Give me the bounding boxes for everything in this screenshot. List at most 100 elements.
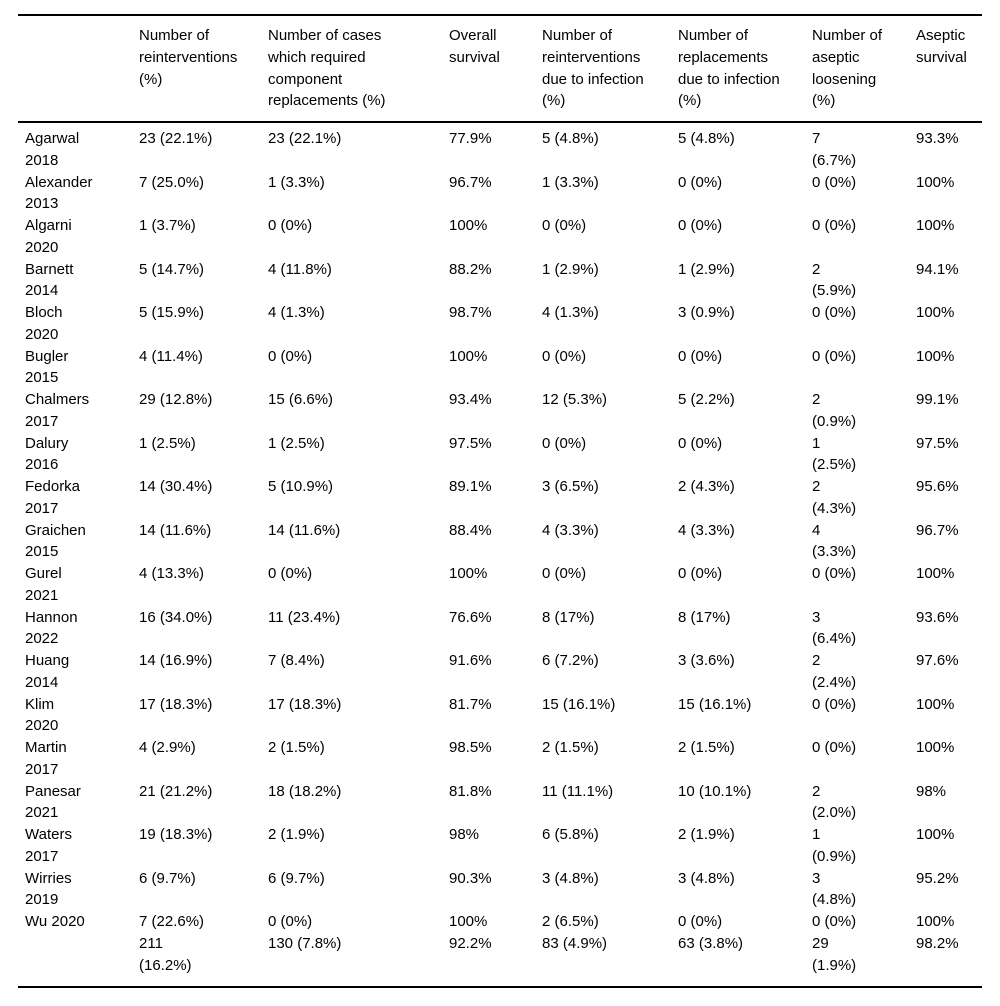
table-cell: 1 (0.9%) (812, 826, 857, 865)
table-cell: 7 (25.0%) (139, 173, 205, 191)
table-cell: 0 (0%) (812, 739, 857, 756)
table-cell: 2 (1.9%) (678, 826, 735, 843)
study-label: Wirries 2019 (25, 869, 72, 909)
table-cell: 4 (1.3%) (268, 304, 325, 321)
table-cell: 88.2% (449, 260, 492, 278)
table-cell: 95.2% (916, 869, 959, 887)
table-cell: 211 (16.2%) (139, 934, 192, 974)
table-cell: 96.7% (449, 173, 492, 191)
table-cell: 0 (0%) (678, 217, 723, 234)
table-cell: 81.7% (449, 695, 492, 713)
table-cell: 97.6% (916, 652, 959, 669)
study-label: Waters 2017 (25, 826, 72, 865)
table-cell: 10 (10.1%) (678, 782, 752, 800)
table-cell: 4 (2.9%) (139, 739, 196, 756)
table-cell: 0 (0%) (268, 217, 313, 234)
study-label: Klim 2020 (25, 695, 59, 735)
table-cell: 2 (4.3%) (812, 478, 857, 517)
table-cell: 7 (22.6%) (139, 913, 205, 930)
table-cell: 4 (3.3%) (542, 521, 599, 539)
table-cell: 2 (2.4%) (812, 652, 857, 691)
table-cell: 76.6% (449, 608, 492, 626)
column-header: Number of aseptic loosening (%) (812, 15, 916, 123)
table-cell: 100% (449, 217, 488, 234)
table-cell: 23 (22.1%) (268, 130, 342, 147)
table-cell: 1 (2.5%) (139, 434, 196, 452)
table-cell: 0 (0%) (268, 347, 313, 365)
study-label: Chalmers 2017 (25, 391, 90, 430)
table-cell: 92.2% (449, 934, 492, 952)
table-cell: 14 (11.6%) (139, 521, 212, 539)
table-cell: 23 (22.1%) (139, 130, 213, 147)
table-cell: 63 (3.8%) (678, 934, 744, 952)
table-row: Martin 2017 4 (2.9%) 2 (1.5%) 98.5% 2 (1.5%)… (18, 737, 982, 781)
table-cell: 98% (916, 782, 947, 800)
study-outcomes-table: Number of reinterventions (%) Number of c… (18, 14, 982, 989)
table-cell: 5 (10.9%) (268, 478, 334, 495)
table-cell: 1 (3.3%) (268, 173, 325, 191)
table-cell: 90.3% (449, 869, 492, 887)
table-cell: 14 (11.6%) (268, 521, 341, 539)
table-cell: 5 (2.2%) (678, 391, 735, 408)
table-cell: 5 (14.7%) (139, 260, 205, 278)
table-cell: 0 (0%) (678, 173, 723, 191)
table-cell: 77.9% (449, 130, 492, 147)
table-cell: 6 (9.7%) (268, 869, 325, 887)
table-cell: 100% (916, 739, 955, 756)
table-cell: 100% (916, 565, 955, 582)
table-cell: 100% (916, 695, 955, 713)
table-row: Chalmers 2017 29 (12.8%) 15 (6.6%) 93.4% 12 … (18, 389, 982, 433)
table-cell: 5 (4.8%) (678, 130, 735, 147)
table-cell: 100% (916, 347, 955, 365)
table-cell: 6 (5.8%) (542, 826, 599, 843)
table-cell: 97.5% (449, 434, 492, 452)
study-label: Bloch 2020 (25, 304, 63, 343)
table-cell: 3 (3.6%) (678, 652, 735, 669)
table-cell: 21 (21.2%) (139, 782, 213, 800)
study-label: Wu 2020 (25, 913, 85, 930)
table-row: Fedorka 2017 14 (30.4%) 5 (10.9%) 89.1% 3 (6… (18, 476, 982, 520)
table-cell: 100% (449, 913, 488, 930)
study-label: Alexander 2013 (25, 173, 93, 213)
study-label: Martin 2017 (25, 739, 67, 778)
table-cell: 8 (17%) (678, 608, 731, 626)
table-cell: 1 (2.9%) (678, 260, 735, 278)
table-cell: 15 (16.1%) (678, 695, 752, 713)
table-cell: 94.1% (916, 260, 959, 278)
table-cell: 96.7% (916, 521, 959, 539)
table-cell: 100% (449, 347, 488, 365)
table-cell: 1 (3.7%) (139, 217, 196, 234)
table-cell: 15 (16.1%) (542, 695, 616, 713)
table-row: Klim 2020 17 (18.3%) 17 (18.3%) 81.7% 15 (16… (18, 694, 982, 738)
table-body: Agarwal 2018 23 (22.1%) 23 (22.1%) 77.9% 5 (… (18, 122, 982, 987)
table-row: Huang 2014 14 (16.9%) 7 (8.4%) 91.6% 6 (7.2%… (18, 650, 982, 694)
table-cell: 2 (6.5%) (542, 913, 599, 930)
table-cell: 4 (11.8%) (268, 260, 332, 278)
column-header: Number of cases which required component… (268, 15, 449, 123)
table-cell: 8 (17%) (542, 608, 595, 626)
table-cell: 2 (2.0%) (812, 782, 857, 822)
table-row: Panesar 2021 21 (21.2%) 18 (18.2%) 81.8% 11 … (18, 781, 982, 825)
table-cell: 3 (4.8%) (678, 869, 735, 887)
table-cell: 0 (0%) (812, 217, 857, 234)
table-row: Bloch 2020 5 (15.9%) 4 (1.3%) 98.7% 4 (1.3%)… (18, 302, 982, 346)
table-row: Bugler 2015 4 (11.4%) 0 (0%) 100% 0 (0%) 0 (0… (18, 346, 982, 390)
table-row: Dalury 2016 1 (2.5%) 1 (2.5%) 97.5% 0 (0%) 0 … (18, 433, 982, 477)
table-cell: 0 (0%) (678, 913, 723, 930)
table-cell: 98.7% (449, 304, 492, 321)
table-cell: 6 (9.7%) (139, 869, 196, 887)
column-header: Number of reinterventions (%) (139, 15, 268, 123)
study-label (18, 933, 139, 988)
header-row: Number of reinterventions (%) Number of c… (18, 15, 982, 123)
table-cell: 2 (5.9%) (812, 260, 857, 300)
table-cell: 3 (4.8%) (542, 869, 599, 887)
table-cell: 89.1% (449, 478, 492, 495)
study-label: Hannon 2022 (25, 608, 78, 648)
table-cell: 0 (0%) (812, 913, 857, 930)
table-cell: 2 (1.5%) (542, 739, 599, 756)
table-cell: 11 (11.1%) (542, 782, 614, 800)
study-label: Graichen 2015 (25, 521, 86, 561)
table-cell: 4 (13.3%) (139, 565, 205, 582)
table-cell: 0 (0%) (812, 347, 857, 365)
table-cell: 15 (6.6%) (268, 391, 334, 408)
